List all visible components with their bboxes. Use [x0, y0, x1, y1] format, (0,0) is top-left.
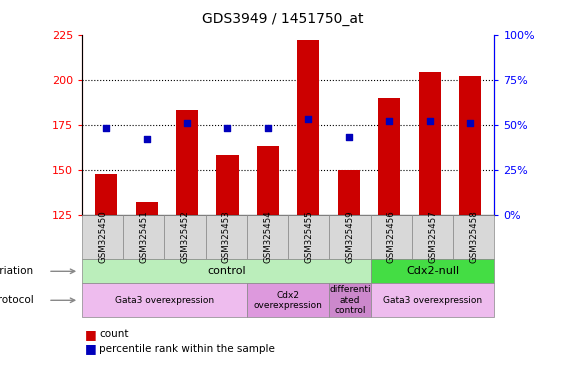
Point [466, 120, 475, 126]
Text: ■: ■ [85, 328, 97, 341]
Point [344, 134, 353, 141]
Text: GSM325457: GSM325457 [428, 211, 437, 263]
Bar [419, 73, 441, 215]
Bar [95, 174, 118, 215]
Text: Gata3 overexpression: Gata3 overexpression [383, 296, 482, 305]
Text: GSM325454: GSM325454 [263, 211, 272, 263]
Point [102, 125, 111, 131]
Text: GSM325450: GSM325450 [98, 211, 107, 263]
Point [304, 116, 313, 122]
Text: Gata3 overexpression: Gata3 overexpression [115, 296, 214, 305]
Bar [378, 98, 401, 215]
Text: GSM325455: GSM325455 [305, 211, 313, 263]
Point [182, 120, 192, 126]
Bar [176, 110, 198, 215]
Text: GSM325453: GSM325453 [222, 211, 231, 263]
Text: GSM325459: GSM325459 [346, 211, 354, 263]
Bar [459, 76, 481, 215]
Bar [216, 156, 238, 215]
Text: GSM325458: GSM325458 [470, 211, 478, 263]
Text: genotype/variation: genotype/variation [0, 266, 34, 276]
Text: control: control [207, 266, 246, 276]
Text: GSM325456: GSM325456 [387, 211, 396, 263]
Text: percentile rank within the sample: percentile rank within the sample [99, 344, 275, 354]
Bar [338, 170, 360, 215]
Point [223, 125, 232, 131]
Point [263, 125, 272, 131]
Point [385, 118, 394, 124]
Text: Cdx2-null: Cdx2-null [406, 266, 459, 276]
Text: count: count [99, 329, 128, 339]
Text: Cdx2
overexpression: Cdx2 overexpression [254, 291, 323, 310]
Bar [297, 40, 319, 215]
Text: ■: ■ [85, 342, 97, 355]
Point [425, 118, 434, 124]
Point [142, 136, 151, 142]
Text: GDS3949 / 1451750_at: GDS3949 / 1451750_at [202, 12, 363, 25]
Bar [257, 146, 279, 215]
Text: differenti
ated
control: differenti ated control [329, 285, 371, 315]
Text: GSM325452: GSM325452 [181, 211, 189, 263]
Text: GSM325451: GSM325451 [140, 211, 148, 263]
Bar [136, 202, 158, 215]
Text: protocol: protocol [0, 295, 34, 305]
